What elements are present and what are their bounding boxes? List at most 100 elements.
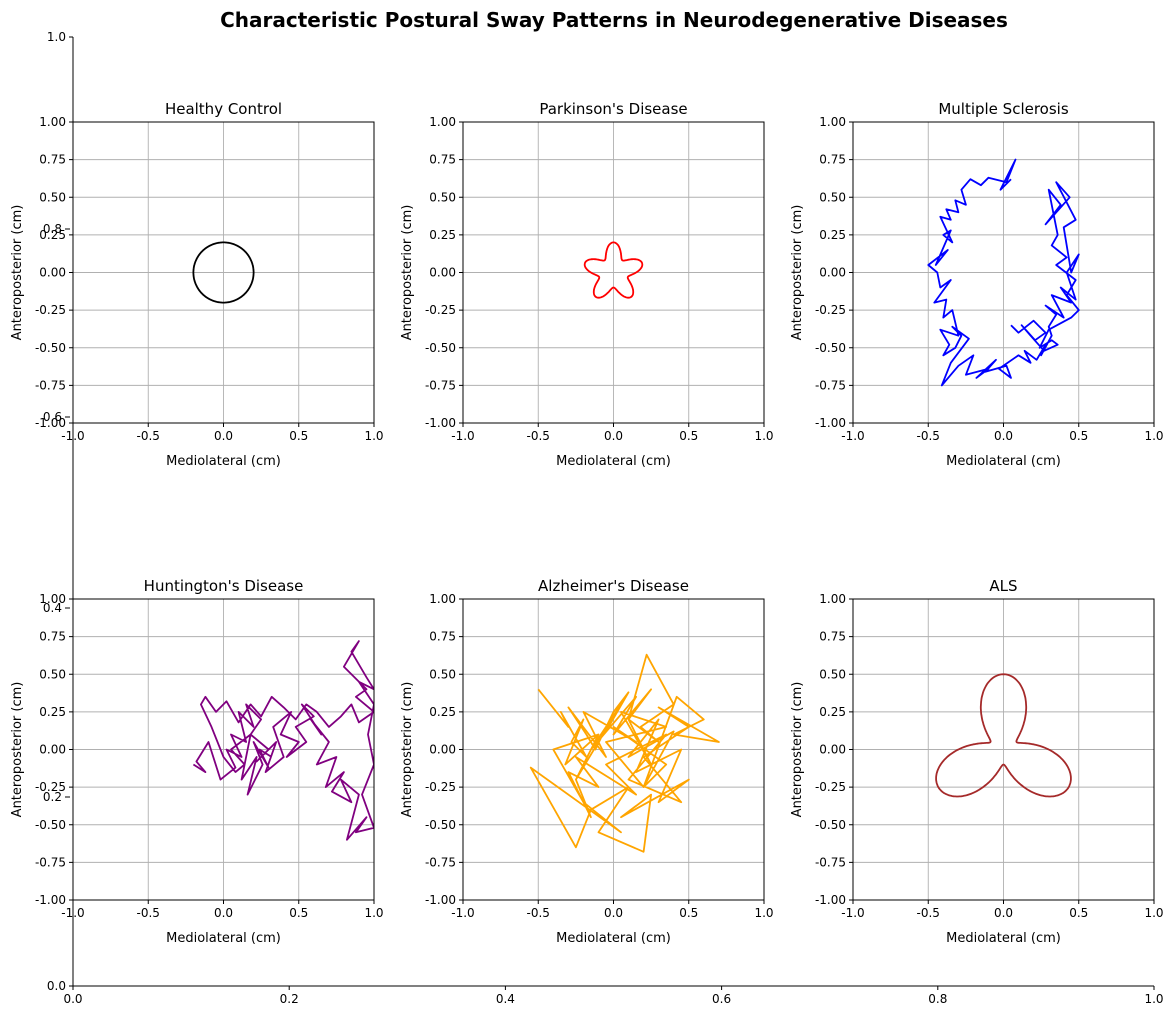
- background-x-tick-label: 0.8: [928, 992, 947, 1006]
- panel-alzheimer-s-disease: -1.0 -0.5 0.0 0.5 1.0 -1.00 -0.75 -0.50 -0.25 0.0…: [400, 577, 774, 946]
- y-tick-label: 0.00: [39, 266, 66, 280]
- y-tick-label: 0.75: [819, 153, 846, 167]
- y-tick-label: -0.75: [425, 378, 456, 392]
- y-tick-label: 0.00: [429, 266, 456, 280]
- x-axis-label: Mediolateral (cm): [556, 454, 671, 469]
- y-tick-label: -0.75: [35, 855, 66, 869]
- artifact-y-tick-label: 0.8: [43, 222, 62, 236]
- x-tick-label: -1.0: [841, 429, 864, 443]
- y-axis-label: Anteroposterior (cm): [10, 682, 25, 818]
- figure-title: Characteristic Postural Sway Patterns in…: [220, 8, 1008, 32]
- y-tick-label: 1.00: [39, 115, 66, 129]
- y-tick-label: 0.50: [39, 667, 66, 681]
- y-tick-label: 0.75: [39, 153, 66, 167]
- y-tick-label: 0.25: [429, 228, 456, 242]
- y-tick-label: -0.75: [425, 855, 456, 869]
- y-tick-label: 0.25: [819, 705, 846, 719]
- x-tick-label: 0.5: [1069, 429, 1088, 443]
- y-tick-label: 0.00: [429, 743, 456, 757]
- y-tick-label: -0.75: [35, 378, 66, 392]
- y-tick-label: -1.00: [425, 893, 456, 907]
- y-tick-label: 1.00: [429, 592, 456, 606]
- x-axis-label: Mediolateral (cm): [166, 454, 281, 469]
- y-tick-label: 0.75: [39, 630, 66, 644]
- background-axes: 0.0 0.2 0.4 0.6 0.8 1.0 0.0 1.0 0.8 0.6 0.4 0.2: [43, 30, 1164, 1006]
- y-tick-label: 1.00: [39, 592, 66, 606]
- artifact-y-tick-label: 0.4: [43, 601, 62, 615]
- y-tick-label: -0.50: [35, 818, 66, 832]
- x-axis-label: Mediolateral (cm): [946, 931, 1061, 946]
- y-tick-label: 0.50: [429, 667, 456, 681]
- background-y-tick-label: 0.0: [47, 979, 66, 993]
- series-line: [927, 158, 1080, 387]
- x-tick-label: 0.0: [604, 429, 623, 443]
- y-tick-label: -1.00: [425, 416, 456, 430]
- y-tick-label: -0.25: [425, 303, 456, 317]
- y-axis-label: Anteroposterior (cm): [790, 205, 805, 341]
- y-axis-label: Anteroposterior (cm): [400, 205, 415, 341]
- y-tick-label: -0.50: [425, 341, 456, 355]
- x-tick-label: 0.0: [214, 906, 233, 920]
- y-tick-label: -0.50: [815, 818, 846, 832]
- y-tick-label: -0.50: [35, 341, 66, 355]
- y-tick-label: 0.25: [39, 705, 66, 719]
- y-tick-label: 0.25: [429, 705, 456, 719]
- y-tick-label: 0.75: [819, 630, 846, 644]
- panel-title: Parkinson's Disease: [539, 100, 687, 118]
- x-tick-label: -1.0: [451, 429, 474, 443]
- x-tick-label: -1.0: [61, 906, 84, 920]
- x-tick-label: -0.5: [527, 429, 550, 443]
- x-tick-label: 0.5: [1069, 906, 1088, 920]
- x-tick-label: 1.0: [364, 429, 383, 443]
- artifact-y-tick-label: 0.6: [43, 410, 62, 424]
- x-tick-label: 1.0: [754, 429, 773, 443]
- x-tick-label: 0.0: [604, 906, 623, 920]
- panel-multiple-sclerosis: -1.0 -0.5 0.0 0.5 1.0 -1.00 -0.75 -0.50 -0.25 0.0…: [790, 100, 1164, 469]
- x-tick-label: -1.0: [841, 906, 864, 920]
- x-tick-label: -1.0: [61, 429, 84, 443]
- y-tick-label: 0.50: [429, 190, 456, 204]
- y-tick-label: -0.75: [815, 378, 846, 392]
- background-x-tick-label: 1.0: [1144, 992, 1163, 1006]
- background-x-tick-label: 0.4: [496, 992, 515, 1006]
- panel-title: Healthy Control: [165, 100, 282, 118]
- y-tick-label: -1.00: [35, 416, 66, 430]
- panels-group: -1.0 -0.5 0.0 0.5 1.0 -1.00 -0.75 -0.50 -0.25 0.0…: [10, 100, 1164, 946]
- y-tick-label: 0.50: [819, 667, 846, 681]
- panel-title: Alzheimer's Disease: [538, 577, 689, 595]
- y-tick-label: 1.00: [429, 115, 456, 129]
- x-tick-label: -1.0: [451, 906, 474, 920]
- x-tick-label: -0.5: [917, 906, 940, 920]
- x-tick-label: 1.0: [754, 906, 773, 920]
- y-tick-label: 1.00: [819, 592, 846, 606]
- x-tick-label: -0.5: [917, 429, 940, 443]
- y-tick-label: 0.00: [819, 266, 846, 280]
- x-tick-label: 1.0: [364, 906, 383, 920]
- panel-title: Huntington's Disease: [144, 577, 304, 595]
- series-line: [192, 241, 255, 304]
- series-line: [529, 653, 720, 853]
- artifact-y-tick-label: 0.2: [43, 790, 62, 804]
- y-tick-label: 0.00: [39, 743, 66, 757]
- x-axis-label: Mediolateral (cm): [946, 454, 1061, 469]
- y-tick-label: 0.75: [429, 630, 456, 644]
- background-x-tick-label: 0.0: [63, 992, 82, 1006]
- x-tick-label: 0.0: [994, 429, 1013, 443]
- series-line: [192, 640, 374, 841]
- y-tick-label: -1.00: [35, 893, 66, 907]
- panel-huntington-s-disease: -1.0 -0.5 0.0 0.5 1.0 -1.00 -0.75 -0.50 -0.25 0.0…: [10, 577, 384, 946]
- x-tick-label: -0.5: [137, 429, 160, 443]
- x-tick-label: -0.5: [137, 906, 160, 920]
- y-axis-label: Anteroposterior (cm): [790, 682, 805, 818]
- series-line: [935, 673, 1072, 798]
- panel-title: Multiple Sclerosis: [938, 100, 1069, 118]
- y-tick-label: -0.50: [425, 818, 456, 832]
- x-tick-label: 0.0: [214, 429, 233, 443]
- background-x-tick-label: 0.2: [280, 992, 299, 1006]
- y-tick-label: 0.75: [429, 153, 456, 167]
- panel-parkinson-s-disease: -1.0 -0.5 0.0 0.5 1.0 -1.00 -0.75 -0.50 -0.25 0.0…: [400, 100, 774, 469]
- y-tick-label: -0.25: [425, 780, 456, 794]
- background-x-tick-label: 0.6: [712, 992, 731, 1006]
- y-tick-label: -1.00: [815, 416, 846, 430]
